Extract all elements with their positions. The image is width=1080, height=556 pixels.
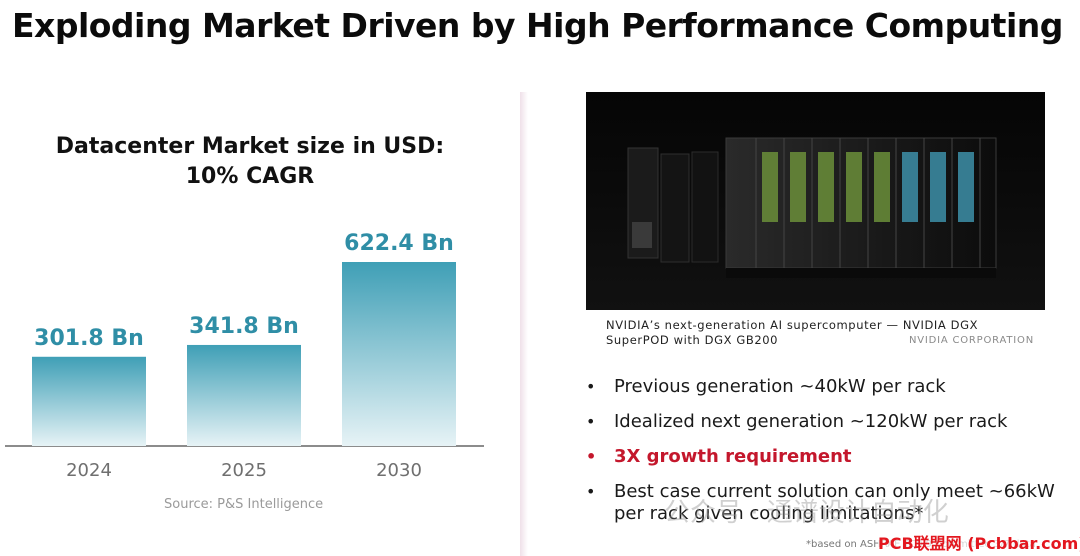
- caption-line-1: NVIDIA’s next-generation AI supercompute…: [606, 318, 979, 332]
- bar-value-label-2024: 301.8 Bn: [34, 326, 144, 351]
- caption-line-2-row: SuperPOD with DGX GB200 NVIDIA CORPORATI…: [606, 333, 1034, 348]
- bar-2025: [187, 344, 301, 446]
- bullet-text: Previous generation ~40kW per rack: [614, 376, 946, 397]
- bullet-dot-icon: •: [586, 447, 597, 466]
- market-size-bar-chart: 301.8 Bn 2024 341.8 Bn 2025 622.4 Bn 2030: [5, 231, 484, 481]
- slide-title: Exploding Market Driven by High Performa…: [12, 6, 1063, 45]
- bullet-dot-icon: •: [586, 412, 596, 431]
- chart-source: Source: P&S Intelligence: [164, 497, 324, 512]
- watermark-text: 公众号 · 通谱设计自动化: [664, 498, 949, 528]
- superpod-photo: [586, 92, 1045, 310]
- bullet-item: • Best case current solution can only mee…: [584, 481, 1064, 525]
- bar-2030: [342, 262, 456, 446]
- bullet-dot-icon: •: [586, 482, 596, 501]
- bullet-text: Best case current solution can only meet…: [614, 481, 1055, 524]
- server-racks-image: [586, 92, 1045, 310]
- x-tick-label-2025: 2025: [221, 460, 267, 481]
- chart-title-line-1: Datacenter Market size in USD:: [55, 134, 445, 159]
- caption-line-2: SuperPOD with DGX GB200: [606, 333, 779, 347]
- bar-2024: [32, 356, 146, 446]
- bullet-item-emphasis: • 3X growth requirement: [584, 446, 1064, 468]
- watermark-badge: PCB联盟网 (Pcbbar.com): [878, 530, 1080, 554]
- panel-divider: [520, 92, 528, 556]
- bullet-dot-icon: •: [586, 377, 596, 396]
- chart-title-line-2: 10% CAGR: [185, 164, 315, 189]
- x-tick-label-2024: 2024: [66, 460, 112, 481]
- bullet-text: Idealized next generation ~120kW per rac…: [614, 411, 1008, 432]
- bar-value-label-2025: 341.8 Bn: [189, 314, 299, 339]
- bar-value-label-2030: 622.4 Bn: [344, 231, 454, 256]
- bullet-text: 3X growth requirement: [614, 446, 852, 467]
- chart-title: Datacenter Market size in USD: 10% CAGR: [20, 132, 480, 192]
- x-tick-label-2030: 2030: [376, 460, 422, 481]
- bullet-item: • Idealized next generation ~120kW per ra…: [584, 411, 1064, 433]
- photo-credit: NVIDIA CORPORATION: [908, 335, 1034, 346]
- bullet-item: • Previous generation ~40kW per rack: [584, 376, 1064, 398]
- bullet-list: • Previous generation ~40kW per rack • Ide…: [584, 376, 1064, 538]
- photo-caption: NVIDIA’s next-generation AI supercompute…: [606, 318, 1034, 348]
